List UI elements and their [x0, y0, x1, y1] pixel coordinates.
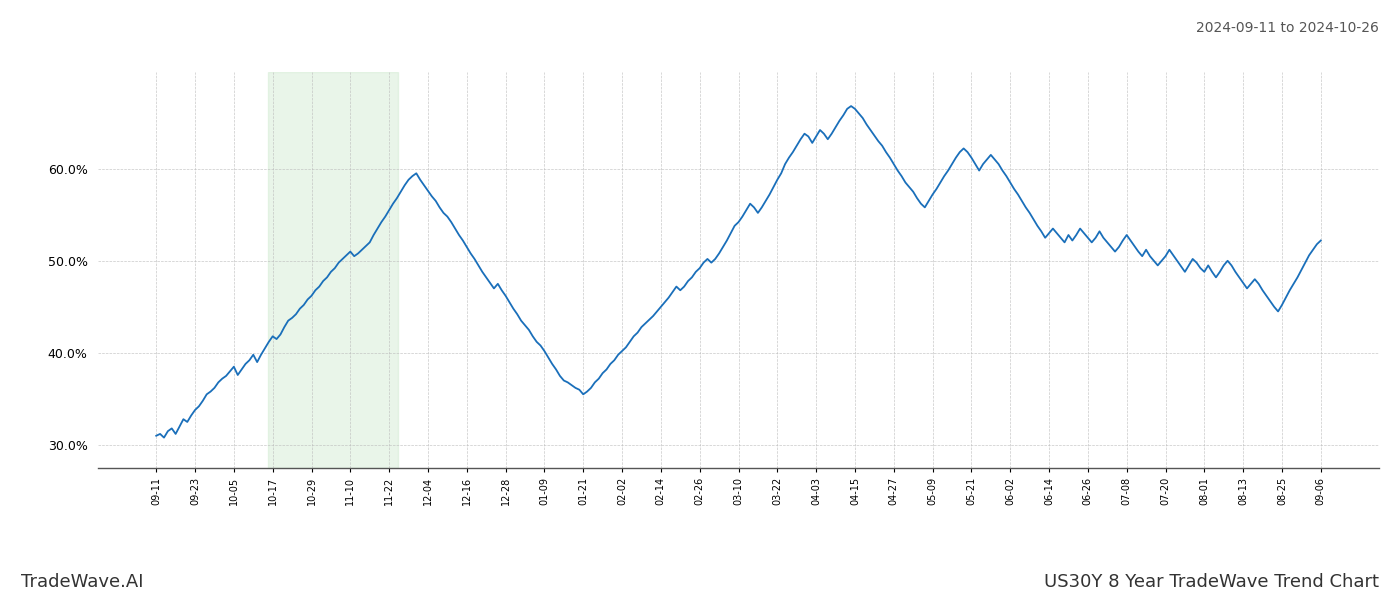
Text: TradeWave.AI: TradeWave.AI — [21, 573, 143, 591]
Text: 2024-09-11 to 2024-10-26: 2024-09-11 to 2024-10-26 — [1196, 21, 1379, 35]
Bar — [267, 72, 399, 468]
Text: US30Y 8 Year TradeWave Trend Chart: US30Y 8 Year TradeWave Trend Chart — [1044, 573, 1379, 591]
